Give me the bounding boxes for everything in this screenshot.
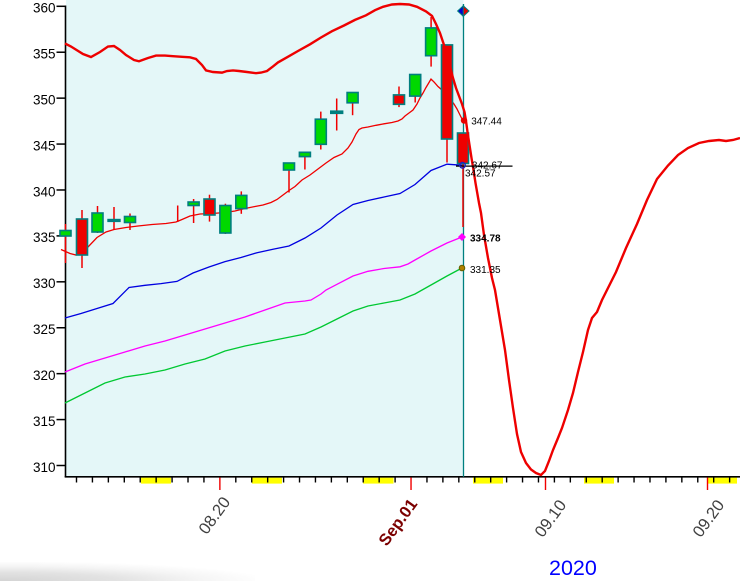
svg-text:334.78: 334.78 bbox=[470, 233, 501, 244]
svg-text:342.57: 342.57 bbox=[465, 169, 496, 180]
svg-text:310: 310 bbox=[33, 460, 56, 475]
svg-text:Sep.01: Sep.01 bbox=[375, 496, 421, 550]
svg-text:342.67: 342.67 bbox=[472, 160, 503, 171]
svg-text:345: 345 bbox=[33, 138, 56, 153]
svg-text:320: 320 bbox=[33, 368, 56, 383]
svg-text:2020: 2020 bbox=[549, 556, 597, 580]
svg-text:335: 335 bbox=[33, 230, 56, 245]
svg-text:330: 330 bbox=[33, 276, 56, 291]
svg-text:331.35: 331.35 bbox=[470, 265, 501, 276]
svg-text:350: 350 bbox=[33, 92, 56, 107]
svg-text:08.20: 08.20 bbox=[195, 494, 234, 538]
svg-text:355: 355 bbox=[33, 47, 56, 62]
svg-text:340: 340 bbox=[33, 184, 56, 199]
svg-text:09.20: 09.20 bbox=[689, 497, 728, 541]
svg-text:325: 325 bbox=[33, 322, 56, 337]
svg-text:347.44: 347.44 bbox=[471, 117, 502, 128]
svg-text:360: 360 bbox=[33, 1, 56, 16]
svg-text:09.10: 09.10 bbox=[531, 497, 570, 541]
svg-text:315: 315 bbox=[33, 414, 56, 429]
